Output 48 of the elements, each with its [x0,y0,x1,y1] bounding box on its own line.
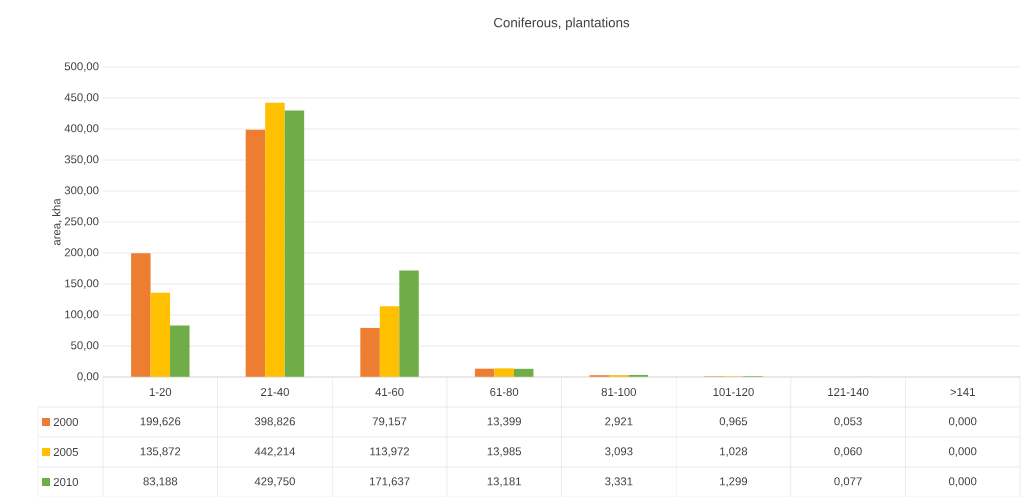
y-tick-label: 150,00 [65,279,99,289]
data-label: 429,750 [254,477,295,487]
y-tick-label: 500,00 [64,62,99,72]
x-tick-label: 1-20 [149,388,172,397]
legend-label: 2010 [53,478,79,487]
y-tick-label: 0,00 [77,372,99,382]
y-tick-label: 350,00 [64,155,99,165]
data-label: 398,826 [254,417,295,427]
data-label: 0,077 [834,477,862,487]
legend-label: 2005 [53,448,78,457]
data-label: 113,972 [370,447,410,457]
legend-label: 2000 [53,418,79,427]
y-tick-label: 200,00 [64,248,99,258]
x-tick-label: 81-100 [601,388,636,397]
data-label: 442,214 [254,447,296,457]
data-label: 3,093 [605,447,633,457]
x-tick-label: 101-120 [713,388,754,397]
data-label: 0,060 [834,447,862,457]
x-tick-label: >141 [950,388,975,396]
data-label: 13,181 [487,477,521,487]
x-tick-label: 121-140 [828,388,869,397]
y-tick-label: 400,00 [64,124,99,134]
x-tick-label: 41-60 [375,388,404,397]
data-label: 3,331 [605,477,633,487]
data-label: 0,053 [834,417,862,427]
data-label: 13,985 [487,447,522,457]
data-label: 0,000 [948,417,977,427]
data-label: 0,000 [948,447,977,457]
data-label: 1,028 [720,447,748,457]
data-label: 199,626 [140,417,181,427]
data-label: 83,188 [143,477,178,487]
data-label: 2,921 [605,417,633,427]
y-tick-label: 100,00 [65,310,99,320]
data-label: 135,872 [140,447,181,457]
y-tick-label: 250,00 [64,217,99,227]
y-axis-title: area, kha [52,198,62,246]
y-tick-label: 450,00 [64,93,99,103]
data-label: 0,000 [948,477,977,487]
data-label: 171,637 [369,477,410,487]
data-label: 13,399 [487,417,521,427]
x-tick-label: 21-40 [261,388,289,397]
data-label: 1,299 [720,477,748,487]
x-tick-label: 61-80 [490,388,519,397]
data-label: 0,965 [719,417,748,427]
chart-title: Coniferous, plantations [493,17,630,30]
y-tick-label: 300,00 [64,186,99,196]
data-label: 79,157 [372,417,407,427]
y-tick-label: 50,00 [71,341,99,351]
